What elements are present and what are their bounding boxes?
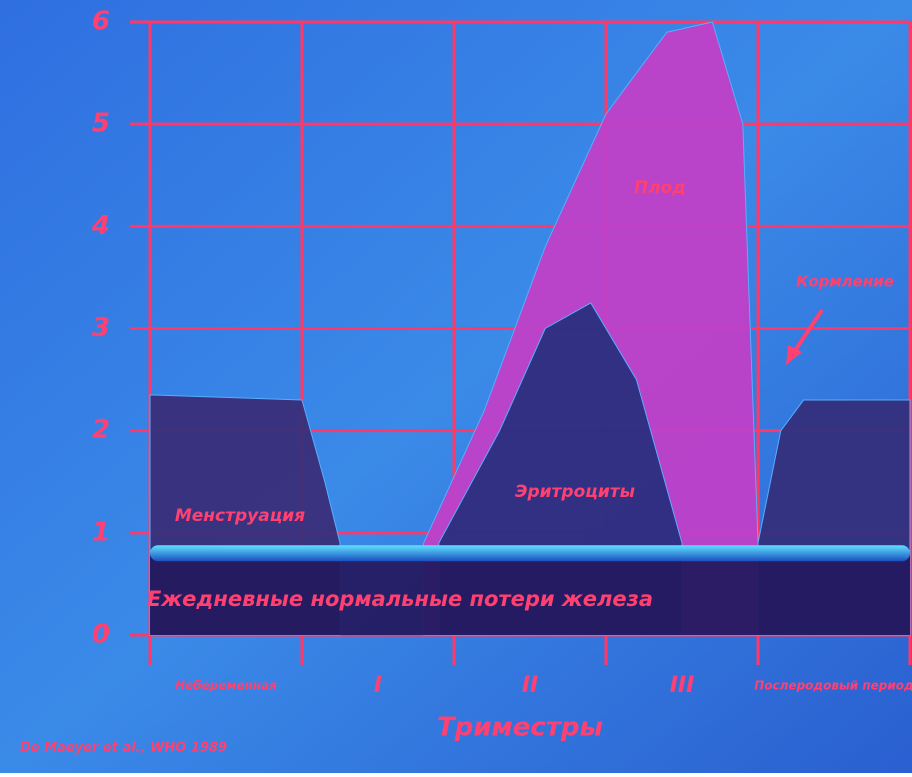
y-tick-label: 4 [91, 211, 110, 241]
y-tick-label: 0 [92, 620, 110, 650]
x-tick-label: Послеродовый период [754, 679, 912, 693]
arrow [790, 308, 824, 357]
series-label: Эритроциты [515, 482, 635, 502]
source: De Maeyer et al., WHO 1989 [20, 741, 227, 756]
y-tick-label: 3 [92, 313, 110, 343]
series-label: Ежедневные нормальные потери железа [147, 587, 653, 611]
series-label: Менструация [175, 506, 305, 526]
series-label: Кормление [796, 273, 894, 291]
x-tick-label: III [670, 673, 695, 698]
x-tick-label: II [522, 673, 538, 698]
y-tick-label: 2 [92, 415, 110, 445]
x-tick-label: Небеременная [175, 679, 277, 693]
area [150, 553, 910, 635]
y-tick-label: 6 [92, 7, 110, 37]
arrow-head [786, 345, 802, 365]
x-axis-label: Триместры [437, 713, 603, 743]
series-label: Плод [634, 178, 686, 198]
x-tick-label: I [374, 673, 382, 698]
y-tick-label: 1 [92, 517, 110, 547]
tube [150, 545, 910, 562]
y-tick-label: 5 [92, 109, 110, 139]
